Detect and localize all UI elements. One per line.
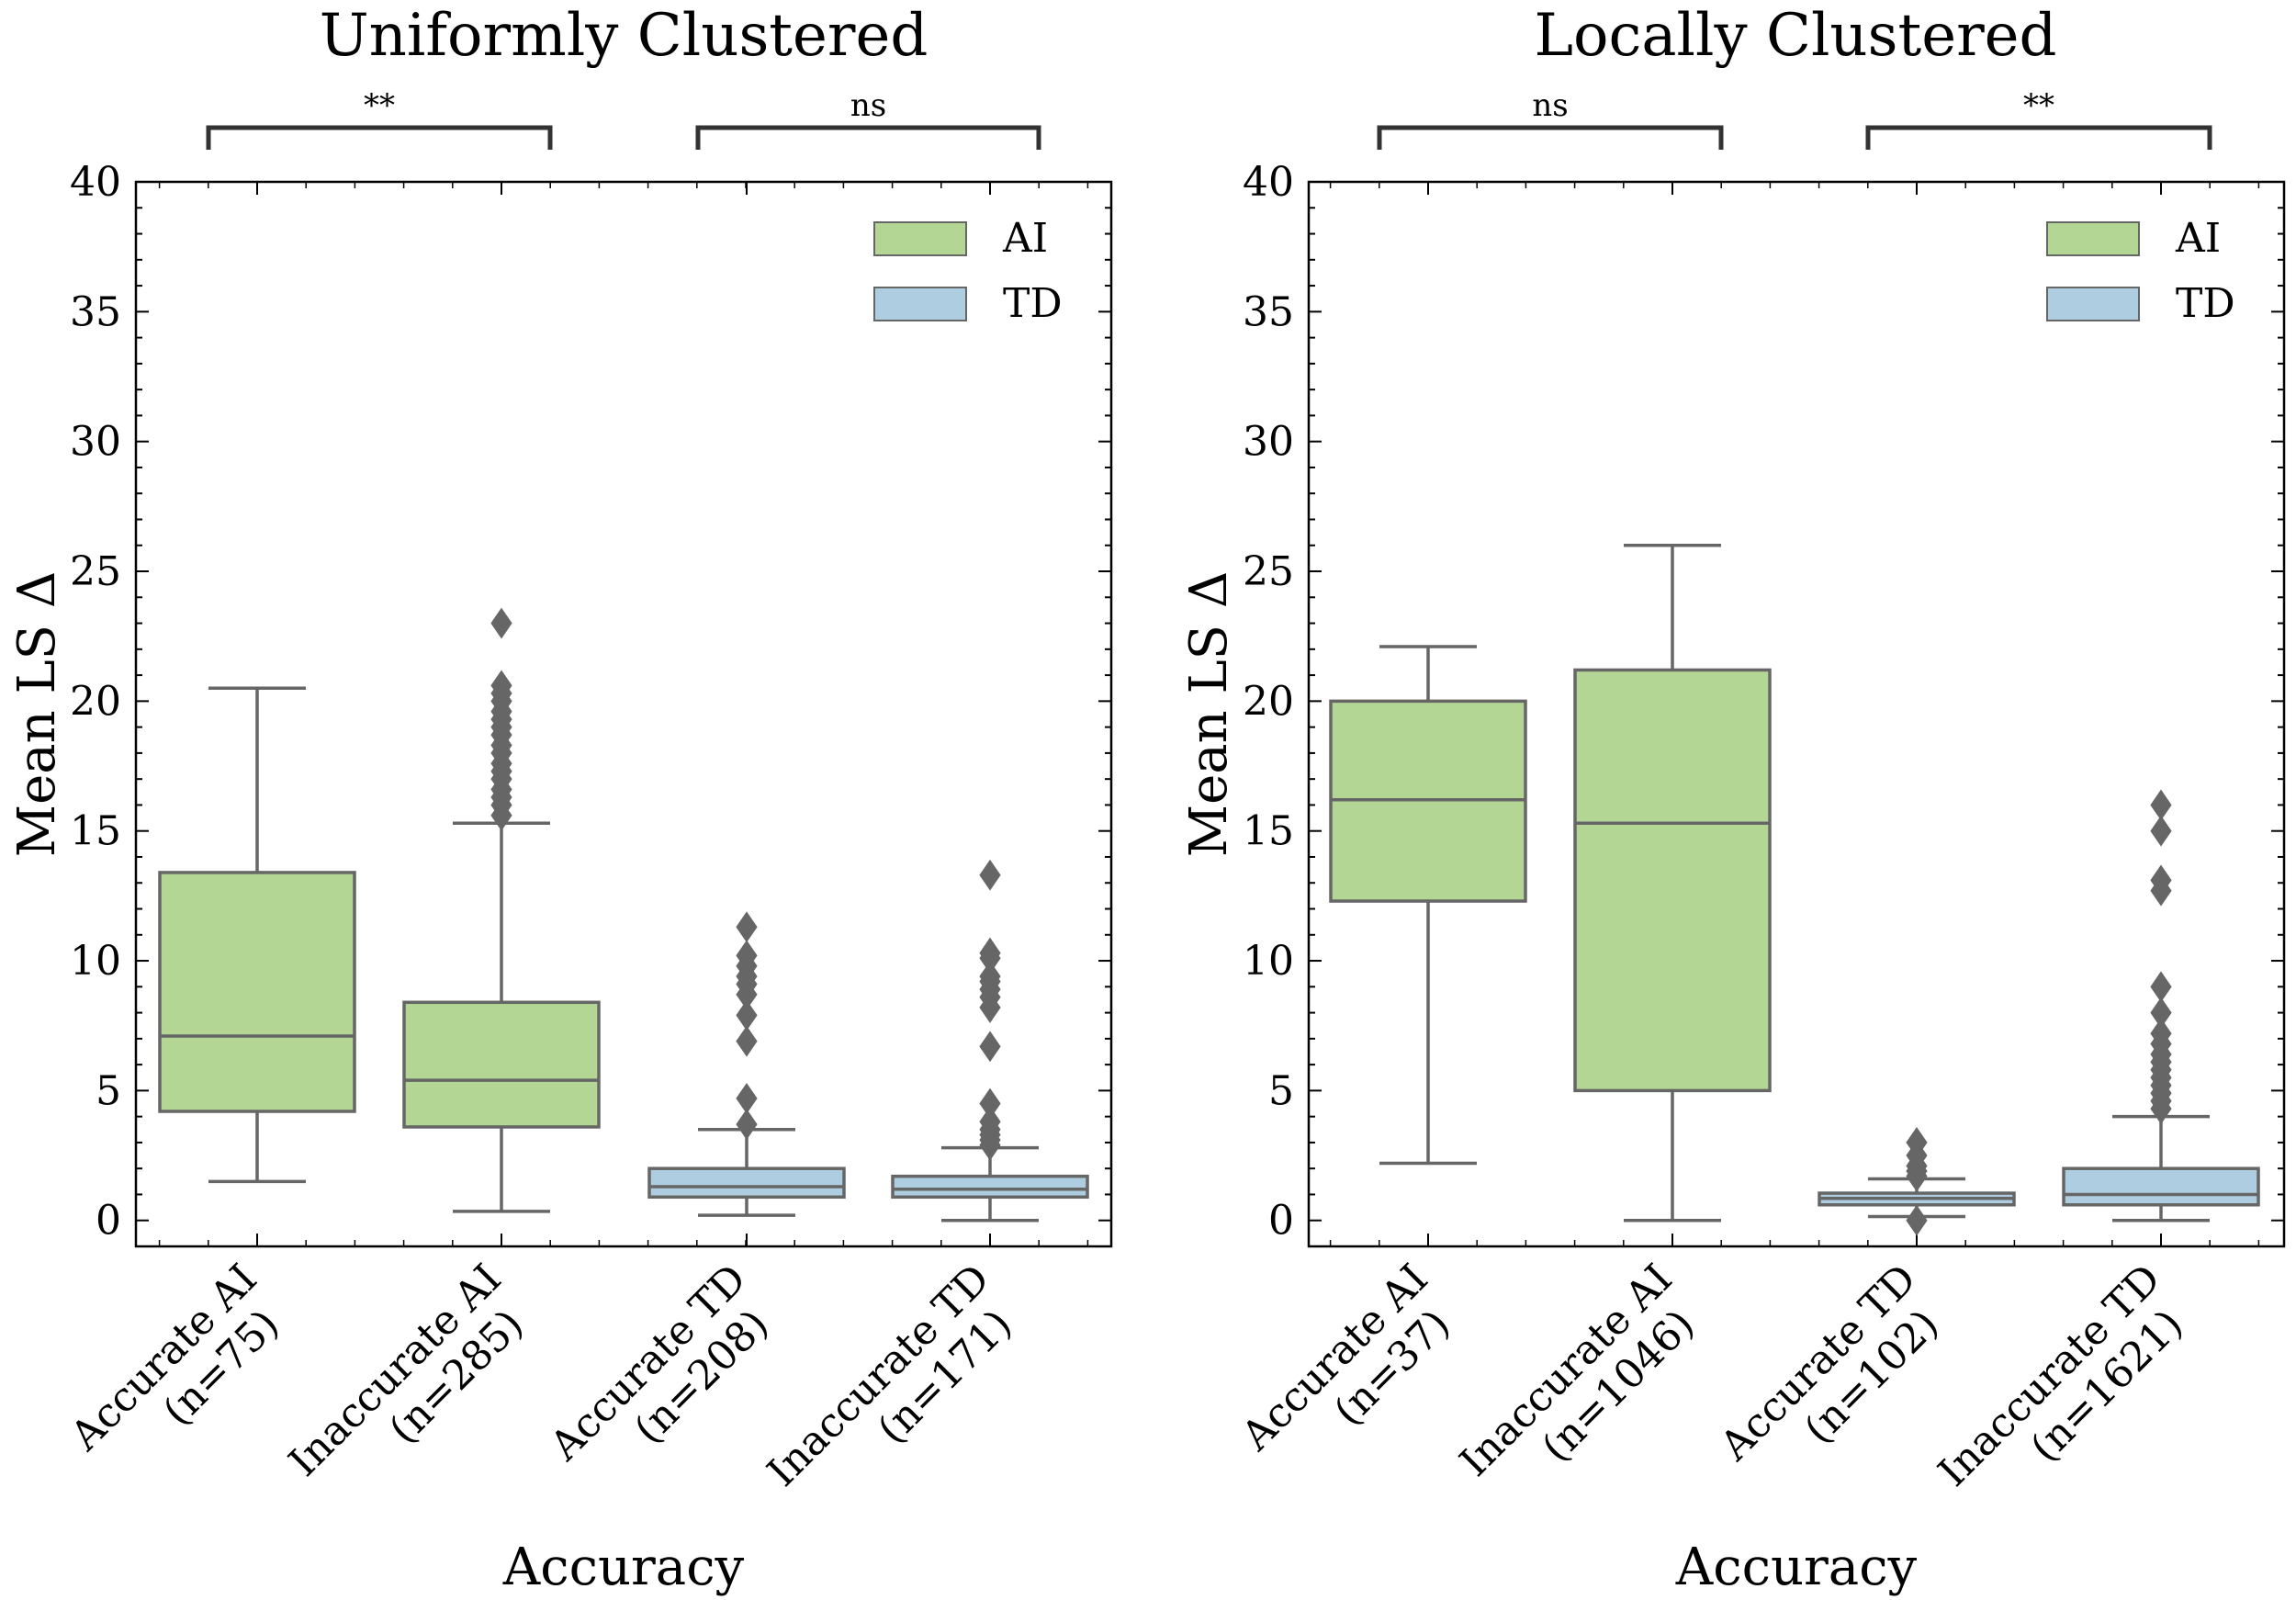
box-1 (158, 686, 356, 1184)
y-tick-label: 0 (1268, 1198, 1294, 1245)
legend-swatch-ai (873, 221, 967, 256)
legend-label: AI (2175, 215, 2221, 262)
box-iqr (1573, 668, 1772, 1093)
legend-label: TD (2176, 280, 2235, 327)
outlier-point (1906, 1127, 1928, 1158)
box-iqr (402, 1000, 601, 1129)
chart-title: Locally Clustered (1535, 2, 2057, 70)
y-axis-label: Mean LS Δ (7, 571, 67, 858)
chart-title: Uniformly Clustered (320, 2, 929, 70)
outlier-point (979, 1106, 1001, 1138)
y-tick-label: 30 (1243, 419, 1294, 466)
box-4 (2062, 789, 2260, 1223)
y-tick-label: 40 (1243, 159, 1294, 206)
chart-panel-2: Locally Clustered 0 5 10 15 20 25 30 35 40 Mean LS… (1179, 2, 2286, 1597)
significance-bracket: ns (1377, 87, 1724, 150)
bracket-line (206, 125, 553, 150)
y-tick-label: 15 (70, 808, 121, 855)
outlier-point (2150, 864, 2172, 896)
legend-label: AI (1002, 215, 1048, 262)
bracket-line (1865, 125, 2212, 150)
significance-bracket: ns (695, 87, 1041, 150)
x-tick-label: Accurate TD(n=208) (541, 1256, 790, 1504)
legend: AI TD (2046, 215, 2235, 327)
significance-label: ns (1532, 87, 1568, 124)
y-tick-label: 25 (1243, 548, 1294, 595)
box-iqr (647, 1166, 846, 1200)
outlier-point (736, 940, 758, 972)
y-tick-label: 25 (70, 548, 121, 595)
outlier-point (2150, 789, 2172, 821)
x-tick-label: Accurate AI(n=37) (1232, 1256, 1471, 1494)
outlier-point (490, 607, 512, 639)
y-tick-label: 20 (70, 678, 121, 725)
y-tick-label: 0 (96, 1198, 121, 1245)
outlier-point (736, 911, 758, 943)
y-tick-label: 35 (70, 288, 121, 335)
box-iqr (158, 871, 356, 1113)
x-tick-label: Inaccurate TD(n=1621) (1930, 1256, 2204, 1530)
x-axis-label: Accuracy (1675, 1538, 1918, 1597)
outlier-point (979, 937, 1001, 969)
box-3 (1818, 1127, 2016, 1236)
plot-frame (134, 180, 1113, 1248)
y-tick-label: 15 (1243, 808, 1294, 855)
y-tick-label: 10 (1243, 938, 1294, 985)
outlier-point (736, 999, 758, 1031)
legend-swatch-td (2046, 287, 2140, 321)
x-tick-label: Accurate AI(n=75) (62, 1256, 300, 1494)
y-tick-label: 5 (96, 1067, 121, 1114)
x-tick-label: Inaccurate AI(n=285) (280, 1256, 545, 1520)
outlier-point (736, 1082, 758, 1114)
box-iqr (891, 1174, 1089, 1200)
box-2 (402, 607, 601, 1213)
outlier-point (979, 859, 1001, 891)
outlier-point (736, 1109, 758, 1141)
outlier-point (490, 670, 512, 702)
significance-bracket: ** (1865, 87, 2212, 150)
y-tick-label: 5 (1268, 1067, 1294, 1114)
box-2 (1573, 544, 1772, 1223)
outlier-point (2150, 1018, 2172, 1050)
significance-label: ** (364, 87, 395, 124)
box-iqr (2062, 1166, 2260, 1207)
chart-panel-1: Uniformly Clustered 0 5 10 15 20 25 30 35 40 Mean … (7, 2, 1113, 1597)
x-tick-label: Accurate TD(n=102) (1711, 1256, 1960, 1504)
bracket-line (1377, 125, 1724, 150)
outlier-point (979, 961, 1001, 992)
y-tick-label: 40 (70, 159, 121, 206)
outlier-point (979, 1087, 1001, 1120)
y-tick-label: 30 (70, 419, 121, 466)
significance-label: ** (2023, 87, 2054, 124)
box-3 (647, 911, 846, 1217)
y-tick-label: 10 (70, 938, 121, 985)
outlier-point (2150, 971, 2172, 1003)
legend: AI TD (873, 215, 1063, 327)
y-tick-label: 35 (1243, 288, 1294, 335)
legend-swatch-td (873, 287, 967, 321)
significance-label: ns (850, 87, 886, 124)
box-1 (1329, 645, 1527, 1166)
x-tick-label: Inaccurate AI(n=1046) (1451, 1256, 1716, 1520)
legend-label: TD (1003, 280, 1063, 327)
significance-bracket: ** (206, 87, 553, 150)
outlier-point (2150, 997, 2172, 1029)
outlier-point (1906, 1204, 1928, 1236)
legend-swatch-ai (2046, 221, 2140, 256)
outlier-point (2150, 815, 2172, 847)
y-tick-label: 20 (1243, 678, 1294, 725)
plot-frame (1307, 180, 2286, 1248)
outlier-point (736, 1025, 758, 1057)
bracket-line (695, 125, 1041, 150)
x-tick-label: Inaccurate TD(n=171) (759, 1256, 1033, 1530)
outlier-point (979, 1031, 1001, 1063)
box-4 (891, 859, 1089, 1223)
y-axis-label: Mean LS Δ (1179, 571, 1239, 858)
x-axis-label: Accuracy (502, 1538, 745, 1597)
